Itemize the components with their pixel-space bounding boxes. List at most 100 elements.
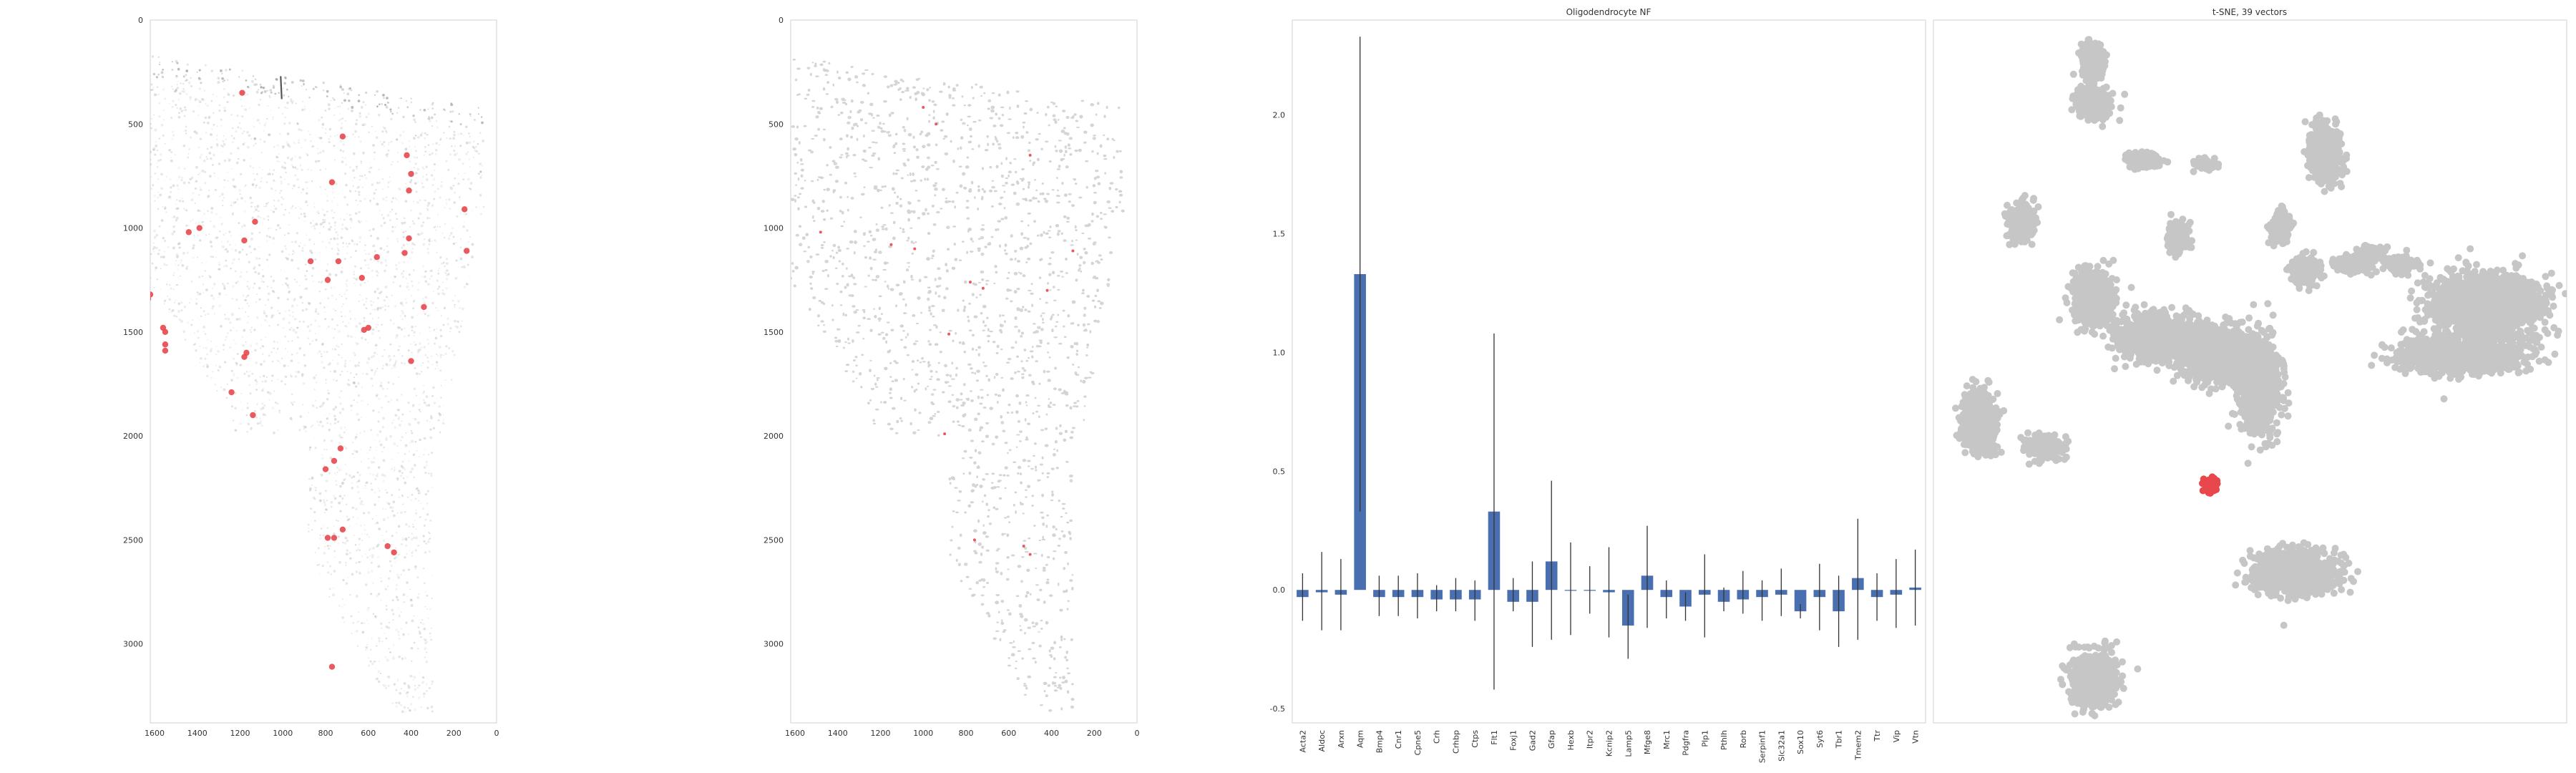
tissue-dot (250, 427, 253, 431)
tissue-dot (318, 350, 321, 354)
tissue-dot (185, 132, 187, 135)
tissue-dot (399, 704, 403, 706)
tissue-dot (353, 376, 355, 379)
tissue-dot (338, 442, 341, 444)
tissue-dot (411, 467, 414, 470)
tissue-dot (405, 544, 408, 547)
tissue-dot (163, 263, 166, 266)
tissue-dot (320, 528, 322, 530)
tissue-dot (185, 92, 188, 95)
tissue-dot (361, 540, 364, 542)
tissue-dot (459, 212, 462, 214)
tissue-dot (258, 103, 260, 107)
tissue-dot (168, 102, 171, 104)
tissue-dot (275, 78, 278, 81)
tissue-dot (371, 332, 374, 335)
tissue-dot (265, 203, 268, 205)
tissue-dot (349, 557, 352, 560)
tissue-dot (386, 553, 388, 555)
tissue-dot (441, 414, 444, 416)
tissue-dot (340, 271, 343, 273)
tissue-dot (311, 529, 313, 531)
tissue-dot (307, 337, 310, 340)
tissue-dot (380, 672, 382, 675)
tissue-dot (272, 179, 275, 183)
tissue-dot (227, 93, 230, 96)
tissue-dot (369, 258, 373, 261)
tissue-dot (385, 508, 387, 510)
tissue-dot (206, 365, 209, 368)
tissue-dot (250, 205, 253, 208)
tissue-dot (246, 131, 249, 134)
tissue-dot (253, 83, 257, 87)
tissue-dot (351, 240, 354, 243)
tissue-dot (225, 294, 227, 296)
tissue-dot (324, 188, 326, 190)
tissue-dot (180, 309, 183, 312)
tissue-dot (262, 413, 265, 416)
tissue-dot (439, 139, 441, 141)
tissue-dot (435, 153, 437, 155)
y-tick-label: 0 (138, 16, 143, 25)
tissue-dot (374, 94, 376, 96)
tissue-dot (301, 168, 303, 172)
tissue-dot (288, 321, 291, 324)
tissue-dot (288, 145, 291, 148)
tissue-dot (378, 411, 380, 413)
tissue-dot (342, 143, 345, 146)
tissue-dot (342, 578, 345, 582)
tissue-dot (260, 278, 263, 280)
tissue-dot (223, 186, 225, 188)
tissue-dot (194, 202, 197, 205)
tissue-dot (248, 134, 251, 137)
tissue-dot (261, 381, 263, 383)
tissue-dot (364, 244, 366, 246)
tissue-dot (336, 204, 339, 206)
tissue-dot (421, 183, 423, 185)
tissue-dot (409, 550, 411, 552)
tissue-dot (442, 261, 445, 264)
tissue-dot (427, 209, 429, 211)
tissue-dot (333, 497, 337, 500)
tissue-dot (417, 544, 420, 548)
tissue-dot (312, 405, 315, 408)
tissue-dot (177, 179, 178, 181)
tissue-dot (238, 157, 240, 160)
tissue-dot (357, 394, 361, 397)
tissue-dot (349, 87, 351, 89)
tissue-dot (296, 232, 298, 235)
tissue-dot (321, 240, 324, 243)
tissue-dot (240, 392, 243, 395)
tissue-dot (357, 185, 361, 188)
tissue-dot (474, 150, 477, 152)
tissue-dot (308, 489, 312, 492)
tissue-dot (260, 347, 262, 349)
tissue-dot (270, 91, 273, 94)
tissue-dot (277, 349, 278, 350)
tissue-dot (364, 259, 366, 262)
tissue-dot (158, 102, 161, 104)
tissue-dot (439, 334, 443, 338)
tissue-dot (413, 387, 416, 390)
tissue-dot (158, 115, 161, 118)
tissue-dot (365, 91, 368, 94)
tissue-dot (313, 206, 316, 208)
tissue-dot (482, 205, 485, 208)
tissue-dot (155, 266, 158, 269)
tissue-dot (446, 318, 449, 321)
tissue-dot (260, 280, 264, 283)
tissue-dot (270, 314, 273, 316)
tissue-dot (309, 487, 312, 490)
tissue-dot (268, 266, 270, 268)
tissue-dot (318, 563, 321, 566)
tissue-dot (263, 218, 265, 220)
tissue-dot (311, 226, 313, 228)
tissue-dot (366, 452, 369, 454)
tissue-dot (200, 357, 203, 360)
tissue-dot (265, 235, 268, 237)
tissue-dot (401, 355, 404, 357)
tissue-dot (330, 505, 333, 508)
tissue-dot (409, 180, 412, 183)
tissue-dot (198, 345, 201, 348)
tissue-dot (426, 204, 429, 208)
